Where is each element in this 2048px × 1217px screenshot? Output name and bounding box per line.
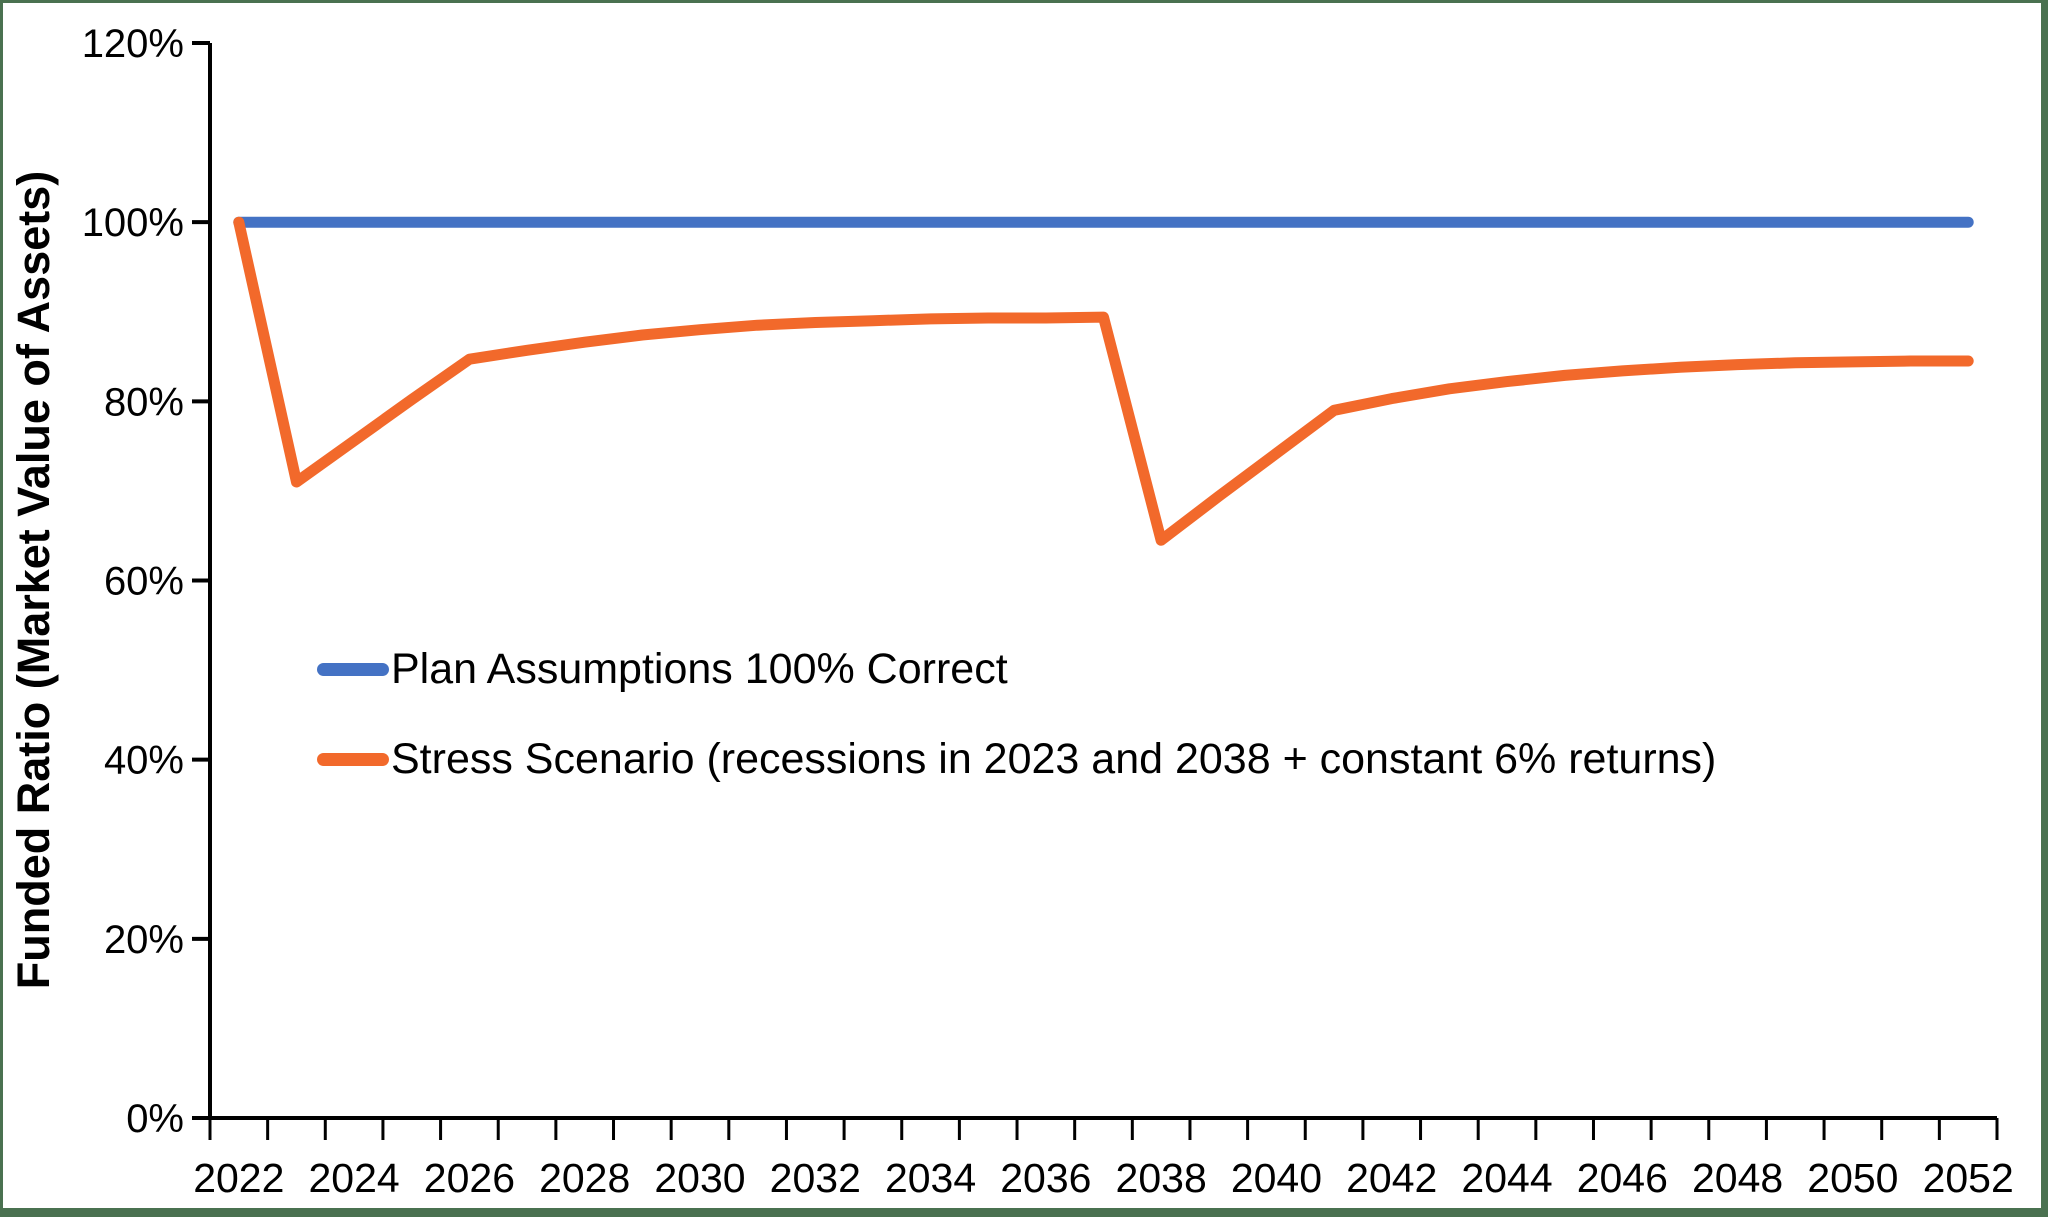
legend-swatch-stress-line bbox=[317, 752, 389, 766]
x-tick-label: 2034 bbox=[885, 1155, 976, 1201]
x-tick-label: 2036 bbox=[1000, 1155, 1091, 1201]
legend-label-plan: Plan Assumptions 100% Correct bbox=[391, 644, 1008, 693]
x-tick-label: 2032 bbox=[770, 1155, 861, 1201]
x-tick-label: 2044 bbox=[1461, 1155, 1552, 1201]
x-axis-ticks: 2022 2024 2026 2028 2030 2032 2034 2036 2038 2040… bbox=[193, 1118, 2014, 1201]
y-tick-label: 80% bbox=[104, 380, 184, 424]
x-tick-label: 2050 bbox=[1807, 1155, 1898, 1201]
x-tick-label: 2030 bbox=[654, 1155, 745, 1201]
x-tick-label: 2038 bbox=[1116, 1155, 1207, 1201]
y-tick-label: 120% bbox=[82, 22, 184, 66]
y-tick-label: 0% bbox=[126, 1097, 184, 1141]
x-tick-label: 2024 bbox=[309, 1155, 400, 1201]
y-tick-label: 100% bbox=[82, 201, 184, 245]
x-tick-label: 2048 bbox=[1692, 1155, 1783, 1201]
y-tick-label: 60% bbox=[104, 560, 184, 604]
x-tick-label: 2022 bbox=[193, 1155, 284, 1201]
legend-swatch-plan-line bbox=[317, 662, 389, 676]
x-tick-label: 2028 bbox=[539, 1155, 630, 1201]
x-tick-label: 2052 bbox=[1923, 1155, 2014, 1201]
legend-item-stress: Stress Scenario (recessions in 2023 and … bbox=[317, 734, 1717, 783]
series-line-stress-scenario bbox=[233, 216, 1974, 546]
x-tick-label: 2042 bbox=[1346, 1155, 1437, 1201]
y-tick-label: 20% bbox=[104, 918, 184, 962]
x-tick-label: 2046 bbox=[1577, 1155, 1668, 1201]
axes bbox=[208, 43, 1997, 1120]
legend-item-plan: Plan Assumptions 100% Correct bbox=[317, 644, 1008, 693]
y-tick-label: 40% bbox=[104, 739, 184, 783]
legend-label-stress: Stress Scenario (recessions in 2023 and … bbox=[391, 734, 1717, 783]
x-tick-label: 2040 bbox=[1231, 1155, 1322, 1201]
x-tick-label: 2026 bbox=[424, 1155, 515, 1201]
y-axis-ticks: 0% 20% 40% 60% 80% 100% 120% bbox=[82, 22, 210, 1141]
